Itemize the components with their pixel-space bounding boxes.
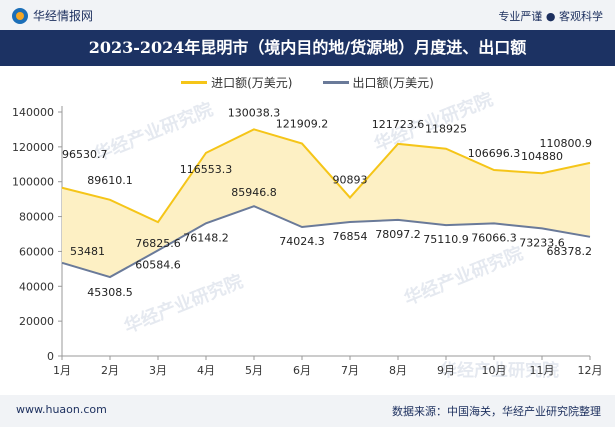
import-data-label: 96530.7 xyxy=(62,148,108,161)
legend-item-import[interactable]: 进口额(万美元) xyxy=(181,72,293,92)
x-tick-label: 5月 xyxy=(245,364,263,377)
import-export-gap-area xyxy=(62,129,590,278)
export-data-label: 78097.2 xyxy=(375,228,421,241)
import-data-label: 89610.1 xyxy=(87,174,133,187)
import-data-label: 90893 xyxy=(333,174,368,187)
import-data-label: 121723.6 xyxy=(372,118,425,131)
brand[interactable]: 华经情报网 xyxy=(12,7,93,24)
export-series-line xyxy=(61,205,591,279)
x-tick-label: 12月 xyxy=(578,364,603,377)
import-data-label: 106696.3 xyxy=(468,147,521,160)
import-data-label: 118925 xyxy=(425,123,467,136)
chart-canvas: 0 20000 40000 60000 80000 100000 120000 140000 1… xyxy=(12,106,603,377)
import-series-line xyxy=(61,128,591,224)
import-data-label: 116553.3 xyxy=(180,163,233,176)
x-tick-label: 2月 xyxy=(101,364,119,377)
export-data-label: 76148.2 xyxy=(183,231,229,244)
legend-swatch-export xyxy=(322,80,349,84)
y-tick-label: 80000 xyxy=(19,211,54,224)
brand-logo-icon xyxy=(12,7,28,24)
import-data-label: 104880 xyxy=(521,150,563,163)
top-bar: 华经情报网 专业严谨 ● 客观科学 xyxy=(0,0,615,30)
chart-title: 2023-2024年昆明市（境内目的地/货源地）月度进、出口额 xyxy=(88,38,527,57)
export-data-label: 68378.2 xyxy=(547,245,593,258)
y-tick-label: 40000 xyxy=(19,280,54,293)
x-tick-label: 11月 xyxy=(530,364,555,377)
import-data-label: 121909.2 xyxy=(276,118,329,131)
footer: www.huaon.com 数据来源：中国海关，华经产业研究院整理 xyxy=(0,395,615,427)
x-tick-label: 3月 xyxy=(149,364,167,377)
import-data-label: 76825.6 xyxy=(135,237,181,250)
export-data-label: 53481 xyxy=(70,245,105,258)
export-data-label: 76854 xyxy=(333,230,368,243)
legend-item-export[interactable]: 出口额(万美元) xyxy=(322,72,434,92)
y-tick-label: 20000 xyxy=(19,315,54,328)
footer-url[interactable]: www.huaon.com xyxy=(16,403,107,416)
import-data-label: 110800.9 xyxy=(540,137,593,150)
export-data-label: 85946.8 xyxy=(231,186,277,199)
export-data-label: 74024.3 xyxy=(279,235,325,248)
y-tick-label: 140000 xyxy=(12,106,54,119)
brand-name: 华经情报网 xyxy=(33,9,94,23)
y-tick-label: 60000 xyxy=(19,245,54,258)
legend-swatch-import xyxy=(181,80,208,84)
y-tick-label: 100000 xyxy=(12,176,54,189)
x-tick-label: 6月 xyxy=(293,364,311,377)
footer-source: 数据来源：中国海关，华经产业研究院整理 xyxy=(392,405,601,418)
legend-label-export: 出口额(万美元) xyxy=(352,75,434,90)
export-data-label: 73233.6 xyxy=(519,236,565,249)
x-tick-label: 8月 xyxy=(389,364,407,377)
x-tick-label: 1月 xyxy=(53,364,71,377)
x-tick-label: 10月 xyxy=(482,364,507,377)
export-data-label: 45308.5 xyxy=(87,286,133,299)
y-tick-label: 120000 xyxy=(12,141,54,154)
import-data-label: 130038.3 xyxy=(228,106,281,119)
title-bar: 2023-2024年昆明市（境内目的地/货源地）月度进、出口额 xyxy=(0,30,615,66)
x-tick-label: 7月 xyxy=(341,364,359,377)
x-tick-label: 9月 xyxy=(437,364,455,377)
y-tick-label: 0 xyxy=(47,350,54,363)
export-data-label: 60584.6 xyxy=(135,258,181,271)
legend-label-import: 进口额(万美元) xyxy=(211,75,293,90)
tagline: 专业严谨 ● 客观科学 xyxy=(498,10,603,23)
export-data-label: 76066.3 xyxy=(471,231,517,244)
export-data-label: 75110.9 xyxy=(423,233,469,246)
x-tick-label: 4月 xyxy=(197,364,215,377)
chart-legend: 进口额(万美元) 出口额(万美元) xyxy=(0,72,615,92)
